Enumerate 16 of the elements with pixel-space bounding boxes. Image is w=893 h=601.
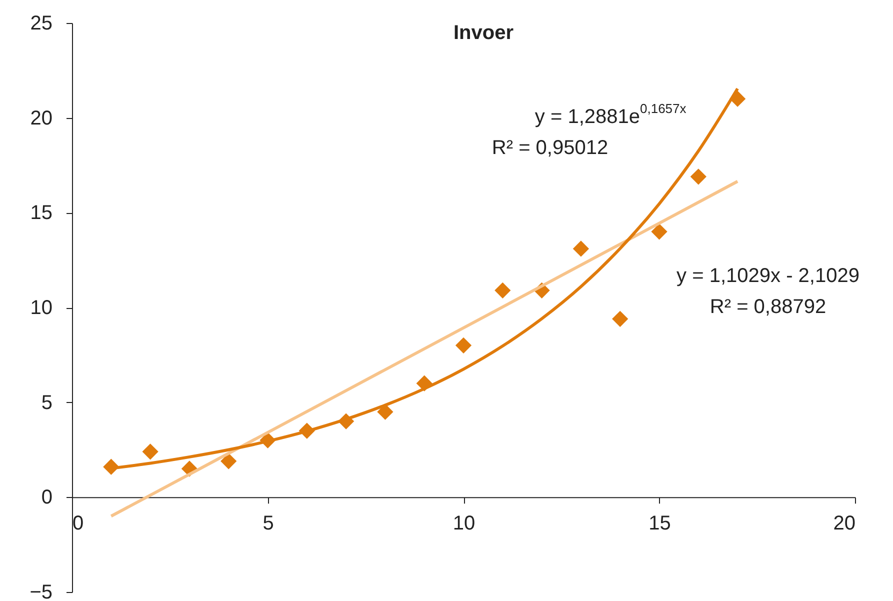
x-tick-label: 5	[262, 512, 274, 535]
x-tick-label: 0	[72, 512, 84, 535]
y-tick-label: 10	[30, 297, 52, 319]
x-tick-label: 15	[648, 512, 671, 535]
x-tick-label: 10	[452, 512, 476, 535]
y-tick-label: 0	[41, 486, 52, 509]
chart-title: Invoer	[453, 22, 514, 44]
y-tick-label: 15	[30, 202, 52, 224]
y-tick-label: 20	[30, 107, 52, 130]
annotation: y = 1,1029x - 2,1029	[676, 265, 860, 287]
annotation: R² = 0,95012	[492, 137, 608, 159]
x-tick-label: 20	[833, 512, 856, 535]
y-tick-label: −5	[30, 582, 52, 601]
y-tick-label: 5	[41, 392, 52, 414]
annotation: R² = 0,88792	[710, 296, 826, 318]
y-tick-label: 25	[30, 12, 52, 34]
